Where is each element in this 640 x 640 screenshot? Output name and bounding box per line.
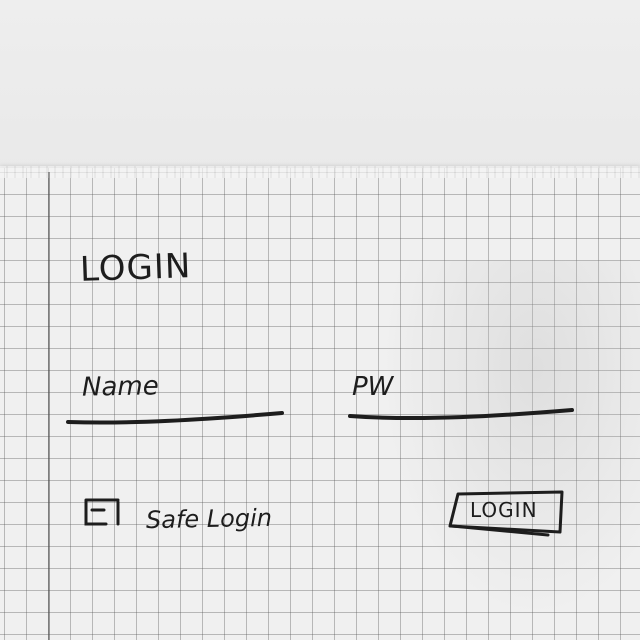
safe-login-label: Safe Login [145, 503, 273, 535]
page-title: LOGIN [79, 246, 192, 290]
login-button-label: LOGIN [470, 498, 538, 522]
password-field-label: PW [352, 372, 394, 402]
paper-torn-edge [0, 166, 640, 178]
background-wall [0, 0, 640, 175]
name-underline [66, 411, 284, 425]
checkbox-icon [84, 498, 120, 526]
grid-paper [0, 168, 640, 640]
password-input[interactable] [348, 370, 574, 422]
pw-underline [348, 408, 574, 421]
paper-margin-line [48, 172, 50, 640]
login-button-outline [448, 490, 564, 534]
name-input[interactable] [66, 370, 286, 426]
safe-login-checkbox[interactable] [82, 496, 122, 528]
login-button-shadow-line [450, 524, 550, 537]
